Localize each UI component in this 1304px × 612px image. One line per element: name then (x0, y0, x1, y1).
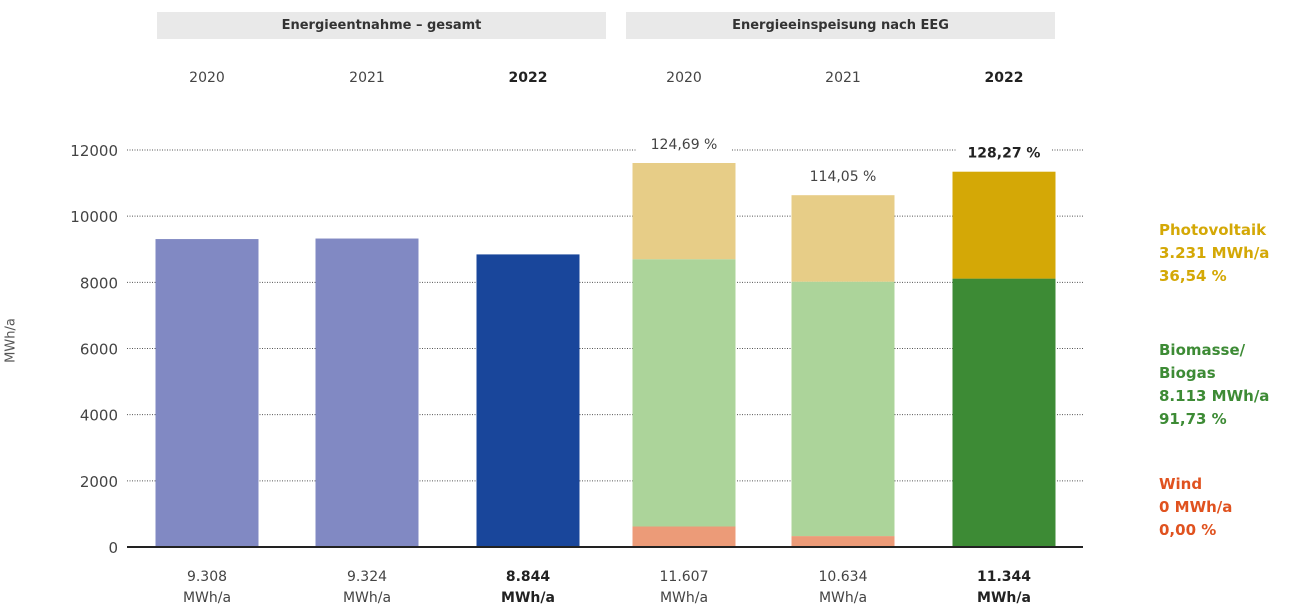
percent-label-bg (956, 143, 1052, 164)
y-tick-label: 4000 (80, 407, 118, 425)
legend-wind: Wind 0 MWh/a 0,00 % (1159, 473, 1299, 542)
legend-biomasse-value: 8.113 MWh/a (1159, 387, 1270, 405)
total-label-feed-in-2022: 11.344 MWh/a (939, 567, 1069, 609)
total-value: 11.607 (659, 569, 709, 585)
year-label-feed-in-2022: 2022 (984, 70, 1024, 86)
y-tick-label: 10000 (70, 208, 118, 226)
y-tick-label: 0 (108, 539, 118, 557)
total-label-consumption-2020: 9.308 MWh/a (142, 567, 272, 609)
bar-segment-photovoltaik-4 (791, 195, 895, 282)
y-tick-label: 12000 (70, 142, 118, 160)
legend-photovoltaik-name: Photovoltaik (1159, 221, 1267, 239)
total-unit: MWh/a (182, 590, 232, 606)
legend-biomasse-percent: 91,73 % (1159, 410, 1227, 428)
year-label-consumption-2020: 2020 (189, 70, 225, 86)
legend-photovoltaik-value: 3.231 MWh/a (1159, 244, 1270, 262)
percent-label: 124,69 % (651, 137, 718, 153)
total-value: 9.324 (346, 569, 388, 585)
bar-segment-photovoltaik-3 (632, 163, 736, 260)
year-label-feed-in-2021: 2021 (825, 70, 861, 86)
total-label-consumption-2021: 9.324 MWh/a (302, 567, 432, 609)
total-value: 10.634 (818, 569, 868, 585)
legend-biomasse-name-1: Biomasse/ (1159, 341, 1246, 359)
y-tick-label: 8000 (80, 274, 118, 292)
year-label-consumption-2022: 2022 (508, 70, 548, 86)
bar-segment-consumption-0 (155, 239, 259, 547)
legend-wind-percent: 0,00 % (1159, 521, 1217, 539)
total-value: 8.844 (505, 569, 551, 585)
y-tick-label: 2000 (80, 473, 118, 491)
percent-label-bg (636, 135, 732, 156)
legend-biomasse-name-2: Biogas (1159, 364, 1216, 382)
bar-segment-biomasse-biogas-5 (952, 278, 1056, 547)
total-label-feed-in-2020: 11.607 MWh/a (619, 567, 749, 609)
total-value: 9.308 (186, 569, 228, 585)
bar-segment-wind-3 (632, 526, 736, 547)
total-unit: MWh/a (501, 590, 555, 606)
total-unit: MWh/a (818, 590, 868, 606)
bar-segment-photovoltaik-5 (952, 171, 1056, 279)
total-unit: MWh/a (342, 590, 392, 606)
legend-biomasse: Biomasse/ Biogas 8.113 MWh/a 91,73 % (1159, 339, 1299, 431)
group-header-feed-in: Energieeinspeisung nach EEG (626, 12, 1055, 39)
group-header-consumption: Energieentnahme – gesamt (157, 12, 606, 39)
legend-wind-value: 0 MWh/a (1159, 498, 1233, 516)
total-unit: MWh/a (977, 590, 1031, 606)
y-tick-label: 6000 (80, 341, 118, 359)
total-label-feed-in-2021: 10.634 MWh/a (778, 567, 908, 609)
bar-segment-consumption-1 (315, 238, 419, 547)
year-label-consumption-2021: 2021 (349, 70, 385, 86)
total-label-consumption-2022: 8.844 MWh/a (463, 567, 593, 609)
bar-segment-biomasse-biogas-4 (791, 281, 895, 537)
percent-label: 128,27 % (968, 146, 1041, 162)
bar-segment-biomasse-biogas-3 (632, 259, 736, 527)
legend-wind-name: Wind (1159, 475, 1203, 493)
total-unit: MWh/a (659, 590, 709, 606)
legend-photovoltaik: Photovoltaik 3.231 MWh/a 36,54 % (1159, 219, 1299, 288)
total-value: 11.344 (976, 569, 1032, 585)
percent-label: 114,05 % (810, 169, 877, 185)
bar-segment-wind-4 (791, 536, 895, 547)
legend-photovoltaik-percent: 36,54 % (1159, 267, 1227, 285)
bar-segment-consumption-2 (476, 254, 580, 547)
year-label-feed-in-2020: 2020 (666, 70, 702, 86)
percent-label-bg (795, 167, 891, 188)
